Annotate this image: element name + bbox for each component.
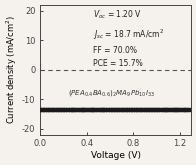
X-axis label: Voltage (V): Voltage (V)	[91, 151, 141, 160]
Y-axis label: Current density (mA/cm$^2$): Current density (mA/cm$^2$)	[5, 15, 19, 124]
Text: $V_{oc}$ = 1.20 V
$J_{sc}$ = 18.7 mA/cm$^2$
FF = 70.0%
PCE = 15.7%: $V_{oc}$ = 1.20 V $J_{sc}$ = 18.7 mA/cm$…	[93, 9, 164, 68]
Text: $(PEA_{0.4}BA_{0.6})_2MA_9Pb_{10}I_{33}$: $(PEA_{0.4}BA_{0.6})_2MA_9Pb_{10}I_{33}$	[68, 88, 154, 98]
